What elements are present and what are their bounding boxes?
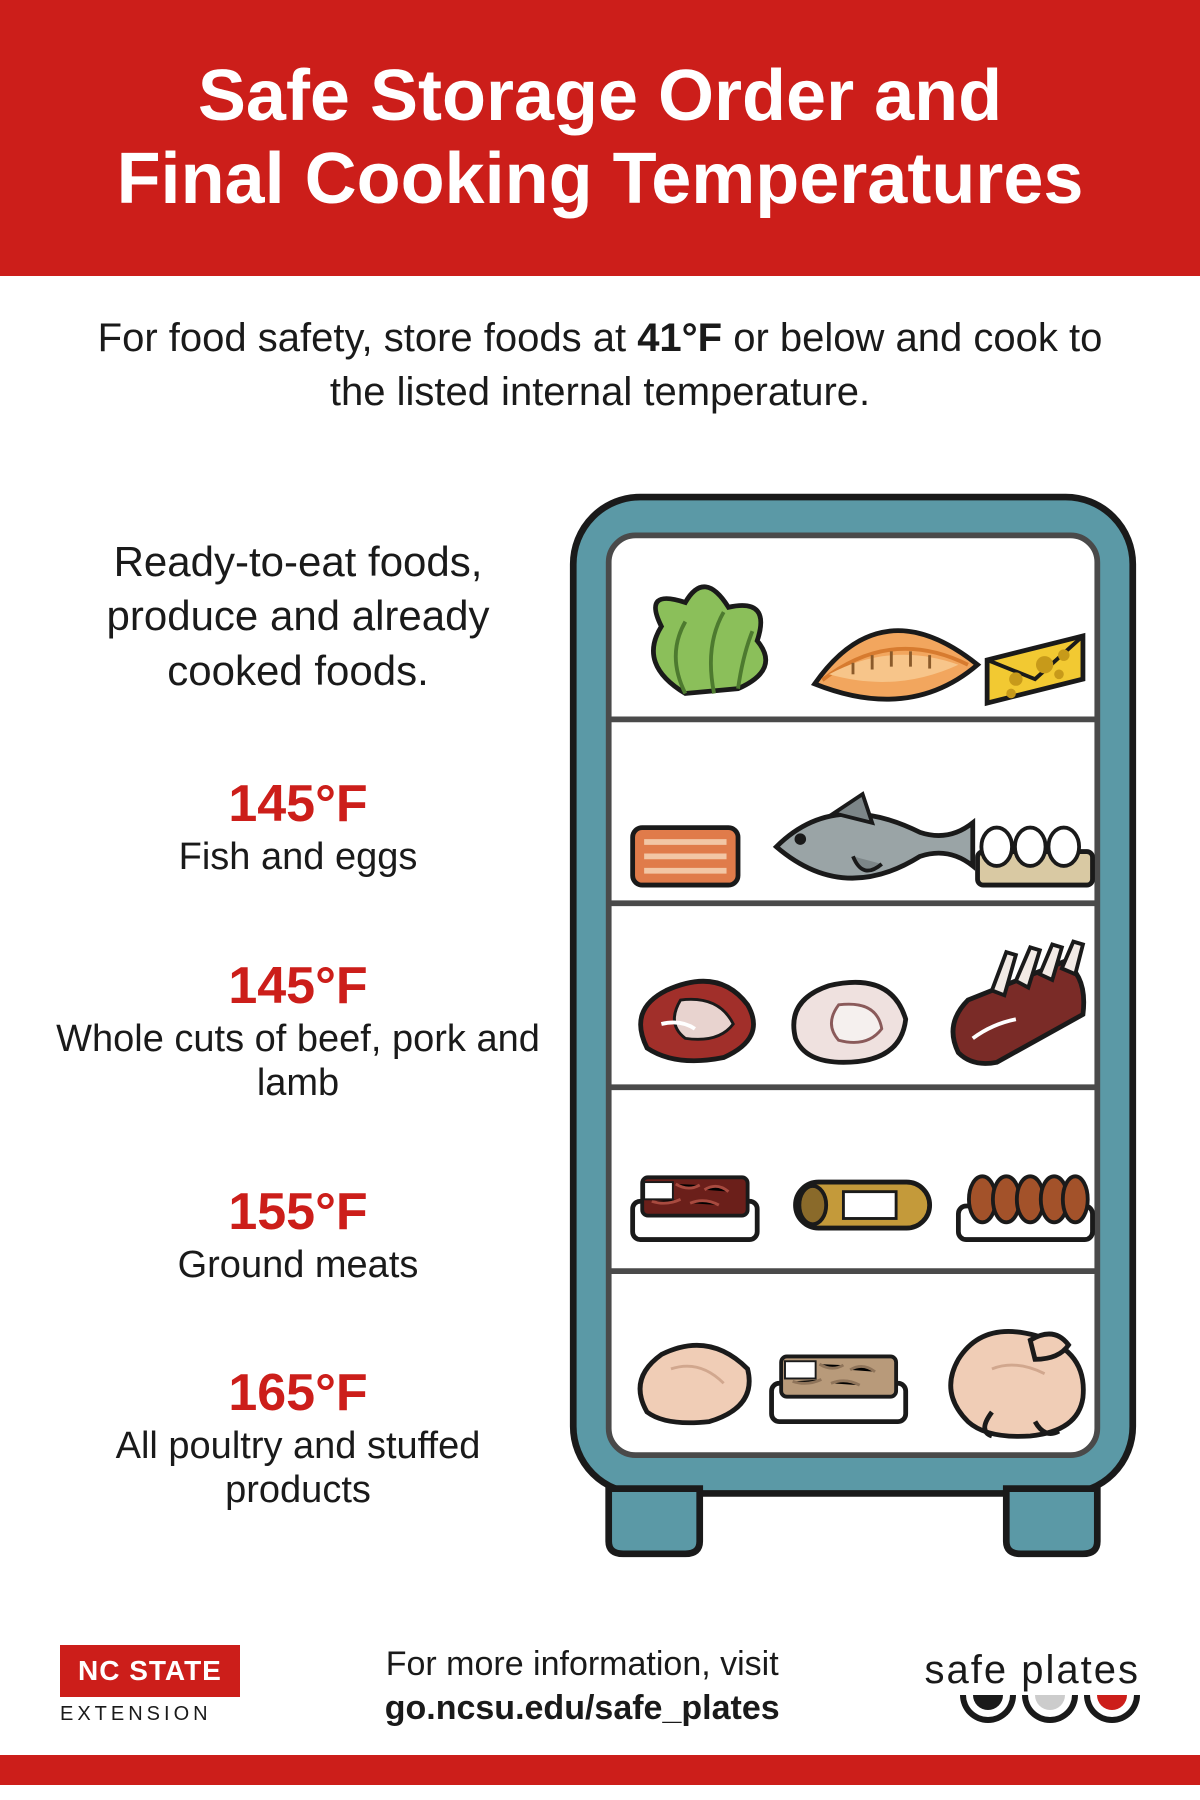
more-info: For more information, visit go.ncsu.edu/… [385,1642,780,1730]
fridge-illustration [556,459,1150,1589]
shelf-label-3: 155°F Ground meats [50,1182,546,1288]
intro-text: For food safety, store foods at 41°F or … [0,276,1200,419]
footer: NC STATE EXTENSION For more information,… [0,1642,1200,1785]
shelf-label-1: 145°F Fish and eggs [50,774,546,880]
shelf-2-desc: Whole cuts of beef, pork and lamb [50,1018,546,1105]
more-info-url: go.ncsu.edu/safe_plates [385,1686,780,1730]
title-line-2: Final Cooking Temperatures [40,138,1160,221]
footer-bar [0,1755,1200,1785]
shelf-3-temp: 155°F [50,1182,546,1242]
ncstate-extension: EXTENSION [60,1703,240,1726]
shelf-4-temp: 165°F [50,1363,546,1423]
shelf-4-foods [633,1176,1093,1239]
footer-row: NC STATE EXTENSION For more information,… [0,1642,1200,1755]
ncstate-logo: NC STATE EXTENSION [60,1645,240,1726]
main-content: Ready-to-eat foods, produce and already … [0,419,1200,1589]
intro-temp: 41°F [637,316,722,360]
shelf-label-4: 165°F All poultry and stuffed products [50,1363,546,1512]
fridge-column [556,459,1150,1589]
arc-inner-1 [973,1695,1003,1710]
arc-inner-2 [1035,1695,1065,1710]
shelf-3-desc: Ground meats [50,1244,546,1288]
shelf-2-temp: 145°F [50,956,546,1016]
intro-prefix: For food safety, store foods at [98,316,638,360]
arc-2 [1022,1695,1078,1723]
shelf-label-2: 145°F Whole cuts of beef, pork and lamb [50,956,546,1105]
more-info-line1: For more information, visit [385,1642,780,1686]
arc-3 [1084,1695,1140,1723]
shelf-4-desc: All poultry and stuffed products [50,1425,546,1512]
header-band: Safe Storage Order and Final Cooking Tem… [0,0,1200,276]
shelf-label-0: Ready-to-eat foods, produce and already … [50,535,546,699]
title-line-1: Safe Storage Order and [40,55,1160,138]
shelf-1-desc: Fish and eggs [50,836,546,880]
safeplates-text: safe plates [925,1648,1140,1693]
arc-inner-3 [1097,1695,1127,1710]
ncstate-badge: NC STATE [60,1645,240,1697]
labels-column: Ready-to-eat foods, produce and already … [50,459,556,1589]
safeplates-logo: safe plates [925,1648,1140,1723]
shelf-0-desc: Ready-to-eat foods, produce and already … [50,535,546,699]
arc-1 [960,1695,1016,1723]
shelf-1-temp: 145°F [50,774,546,834]
safeplates-arcs [925,1695,1140,1723]
